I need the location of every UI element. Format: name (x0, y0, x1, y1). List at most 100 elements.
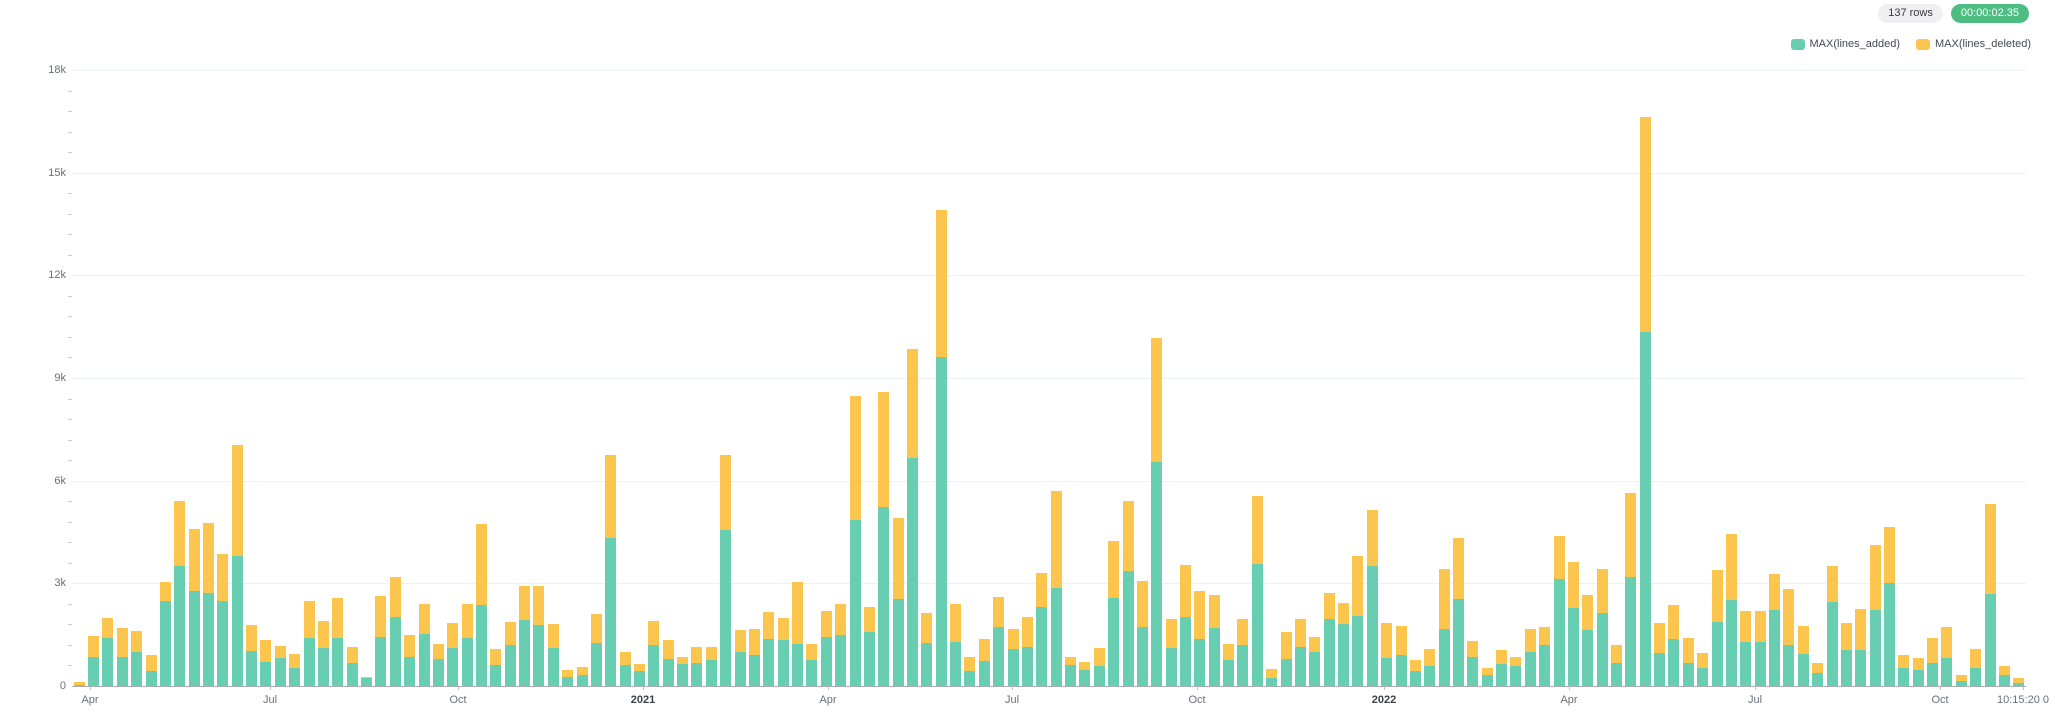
bar-group[interactable] (691, 647, 703, 686)
bar-segment-lines-added[interactable] (1840, 650, 1852, 686)
bar-group[interactable] (863, 606, 875, 686)
bar-segment-lines-added[interactable] (734, 651, 746, 686)
bar-group[interactable] (1596, 568, 1608, 686)
bar-segment-lines-added[interactable] (691, 662, 703, 686)
bar-segment-lines-added[interactable] (1884, 583, 1895, 686)
bar-segment-lines-deleted[interactable] (1079, 662, 1091, 671)
bar-group[interactable] (1869, 544, 1881, 686)
bar-segment-lines-added[interactable] (806, 659, 818, 686)
bar-segment-lines-deleted[interactable] (375, 596, 387, 637)
bar-segment-lines-added[interactable] (1769, 610, 1781, 686)
bar-segment-lines-added[interactable] (1668, 638, 1680, 686)
bar-group[interactable] (217, 553, 229, 686)
bar-group[interactable] (1510, 656, 1522, 686)
bar-segment-lines-deleted[interactable] (1122, 501, 1134, 571)
bar-segment-lines-deleted[interactable] (246, 624, 258, 652)
bar-group[interactable] (1998, 666, 2010, 686)
bar-group[interactable] (461, 603, 473, 686)
bar-group[interactable] (260, 639, 272, 686)
bar-segment-lines-added[interactable] (677, 663, 689, 686)
bar-segment-lines-added[interactable] (777, 640, 789, 686)
bar-group[interactable] (174, 501, 186, 686)
bar-segment-lines-added[interactable] (217, 601, 229, 686)
bar-group[interactable] (1668, 604, 1680, 686)
bar-segment-lines-deleted[interactable] (1338, 602, 1350, 625)
bar-group[interactable] (748, 628, 760, 686)
bar-group[interactable] (490, 648, 502, 686)
bar-segment-lines-deleted[interactable] (1826, 565, 1838, 603)
legend-item[interactable]: MAX(lines_deleted) (1916, 38, 2031, 50)
bar-segment-lines-added[interactable] (1352, 616, 1364, 686)
bar-group[interactable] (1611, 645, 1623, 686)
bar-group[interactable] (246, 624, 258, 686)
bar-segment-lines-deleted[interactable] (145, 655, 157, 671)
bar-segment-lines-deleted[interactable] (777, 617, 789, 641)
bar-segment-lines-deleted[interactable] (159, 582, 171, 601)
bar-group[interactable] (1251, 495, 1263, 686)
bar-segment-lines-added[interactable] (921, 642, 933, 686)
bar-segment-lines-added[interactable] (504, 644, 516, 686)
bar-segment-lines-added[interactable] (432, 658, 444, 686)
bar-segment-lines-deleted[interactable] (720, 455, 732, 530)
bar-segment-lines-added[interactable] (1984, 594, 1996, 686)
bar-segment-lines-deleted[interactable] (1884, 526, 1895, 584)
bar-segment-lines-deleted[interactable] (748, 628, 760, 656)
bar-segment-lines-deleted[interactable] (1395, 625, 1407, 656)
bar-segment-lines-deleted[interactable] (562, 670, 574, 678)
bar-group[interactable] (1754, 611, 1766, 686)
bar-group[interactable] (993, 597, 1005, 686)
bar-group[interactable] (1898, 654, 1910, 686)
bar-segment-lines-added[interactable] (361, 678, 373, 686)
bar-segment-lines-deleted[interactable] (260, 639, 272, 663)
bar-group[interactable] (590, 614, 602, 686)
bar-segment-lines-added[interactable] (950, 641, 962, 686)
bar-segment-lines-deleted[interactable] (1323, 593, 1335, 619)
bar-segment-lines-added[interactable] (1151, 461, 1163, 686)
bar-segment-lines-added[interactable] (978, 661, 990, 686)
bar-segment-lines-added[interactable] (1855, 650, 1867, 686)
bar-segment-lines-added[interactable] (1036, 607, 1048, 686)
bar-segment-lines-deleted[interactable] (1898, 654, 1910, 668)
bar-segment-lines-added[interactable] (447, 647, 459, 686)
bar-group[interactable] (475, 524, 487, 686)
bar-group[interactable] (1711, 570, 1723, 686)
bar-group[interactable] (562, 670, 574, 686)
bar-group[interactable] (619, 652, 631, 686)
bar-segment-lines-added[interactable] (1869, 609, 1881, 686)
bar-group[interactable] (447, 623, 459, 686)
bar-segment-lines-deleted[interactable] (1366, 510, 1378, 566)
bar-segment-lines-added[interactable] (1452, 599, 1464, 686)
bar-group[interactable] (346, 646, 358, 686)
bar-segment-lines-deleted[interactable] (1294, 618, 1306, 647)
bar-group[interactable] (792, 582, 804, 686)
bar-segment-lines-added[interactable] (188, 590, 200, 686)
bar-segment-lines-added[interactable] (1438, 628, 1450, 686)
bar-segment-lines-deleted[interactable] (332, 597, 344, 639)
bar-segment-lines-added[interactable] (1395, 655, 1407, 686)
bar-segment-lines-deleted[interactable] (1050, 491, 1062, 588)
bar-group[interactable] (1050, 491, 1062, 686)
bar-segment-lines-added[interactable] (1338, 624, 1350, 686)
bar-group[interactable] (576, 666, 588, 686)
bar-segment-lines-deleted[interactable] (1424, 648, 1436, 666)
bar-segment-lines-deleted[interactable] (1481, 667, 1493, 676)
bar-segment-lines-added[interactable] (907, 458, 918, 686)
bar-group[interactable] (1108, 540, 1120, 686)
bar-segment-lines-added[interactable] (547, 648, 559, 686)
bar-segment-lines-added[interactable] (202, 592, 214, 686)
bar-segment-lines-deleted[interactable] (389, 577, 401, 618)
bar-group[interactable] (1165, 618, 1177, 686)
bar-group[interactable] (878, 392, 890, 686)
bar-segment-lines-added[interactable] (461, 638, 473, 686)
bar-segment-lines-added[interactable] (1998, 675, 2010, 686)
bar-segment-lines-added[interactable] (418, 633, 430, 686)
bar-segment-lines-added[interactable] (562, 677, 574, 686)
bar-segment-lines-deleted[interactable] (705, 646, 717, 660)
bar-group[interactable] (1697, 653, 1709, 686)
bar-segment-lines-deleted[interactable] (1855, 609, 1867, 651)
bar-segment-lines-deleted[interactable] (634, 663, 646, 672)
bar-segment-lines-deleted[interactable] (1208, 595, 1220, 628)
bar-group[interactable] (1524, 628, 1536, 686)
bar-group[interactable] (1381, 622, 1393, 686)
bar-group[interactable] (1266, 668, 1278, 686)
